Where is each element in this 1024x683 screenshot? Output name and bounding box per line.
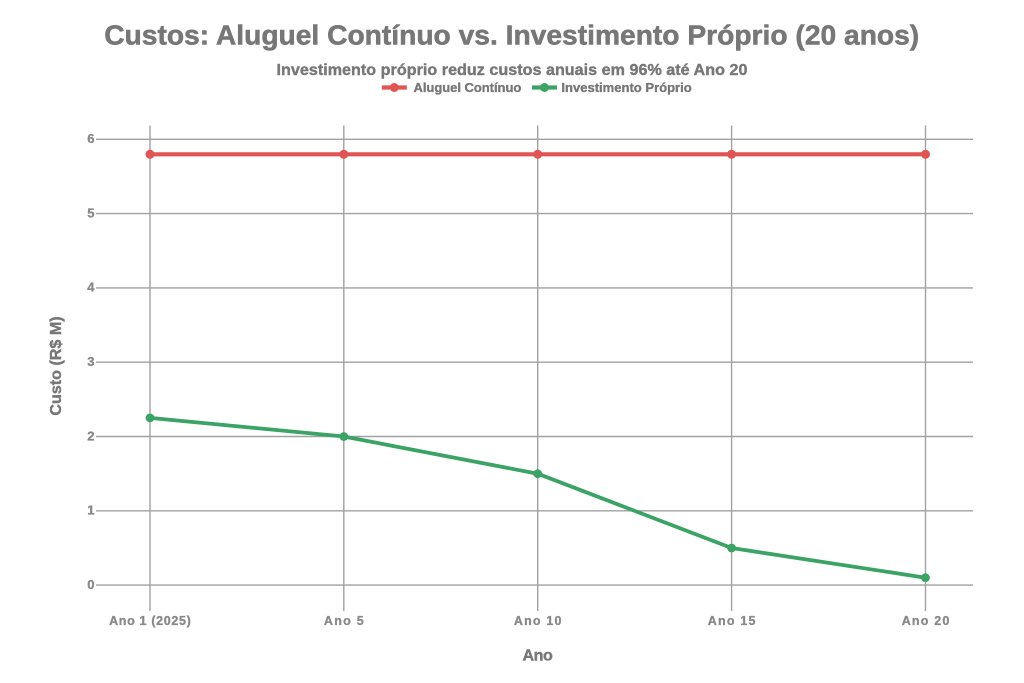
svg-text:Ano 20: Ano 20 xyxy=(902,614,950,628)
svg-text:Ano: Ano xyxy=(523,647,554,665)
svg-text:Ano 1 (2025): Ano 1 (2025) xyxy=(109,614,191,628)
svg-text:5: 5 xyxy=(87,205,94,220)
svg-text:Ano 15: Ano 15 xyxy=(708,614,756,628)
svg-text:Investimento próprio reduz cus: Investimento próprio reduz custos anuais… xyxy=(277,61,748,79)
svg-text:1: 1 xyxy=(87,503,94,518)
svg-text:Investimento Próprio: Investimento Próprio xyxy=(561,80,691,95)
svg-text:Ano 5: Ano 5 xyxy=(324,614,364,628)
svg-text:2: 2 xyxy=(87,428,94,443)
svg-text:Custo (R$ M): Custo (R$ M) xyxy=(47,316,65,415)
svg-text:Aluguel Contínuo: Aluguel Contínuo xyxy=(414,80,522,95)
svg-text:Custos: Aluguel Contínuo vs. I: Custos: Aluguel Contínuo vs. Investiment… xyxy=(104,18,919,50)
svg-text:0: 0 xyxy=(87,577,94,592)
svg-text:3: 3 xyxy=(87,354,94,369)
svg-text:6: 6 xyxy=(87,131,94,146)
svg-text:Ano 10: Ano 10 xyxy=(514,614,562,628)
svg-text:4: 4 xyxy=(87,280,95,295)
